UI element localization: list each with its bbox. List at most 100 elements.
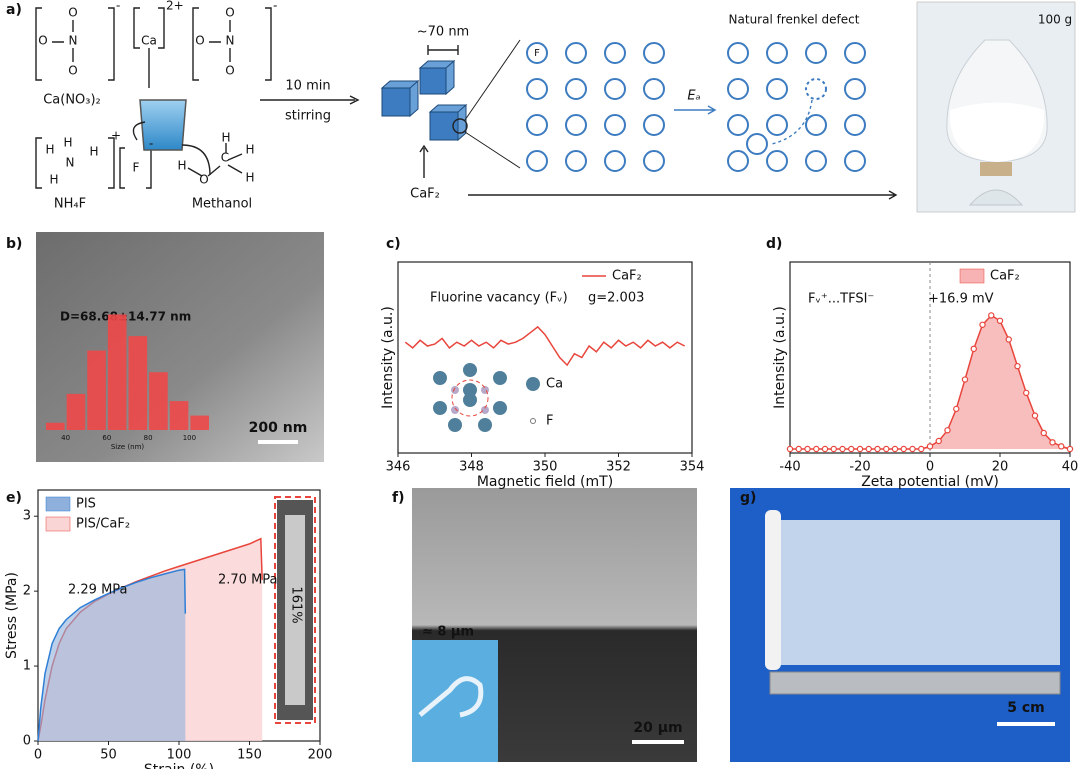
x-tick-label: 354 — [680, 460, 705, 475]
charge: 2+ — [166, 0, 184, 13]
annotation: Fluorine vacancy (Fᵥ) — [430, 291, 568, 306]
product-photo — [916, 1, 1076, 213]
point — [839, 445, 846, 453]
panel-label: a) — [6, 2, 22, 18]
compound-name: Ca(NO₃)₂ — [43, 93, 101, 108]
histogram-bar — [190, 415, 209, 430]
histogram-bar — [149, 372, 168, 430]
point — [970, 345, 977, 353]
y-tick-label: 1 — [23, 659, 31, 674]
point — [874, 445, 881, 453]
film-photo — [412, 640, 498, 762]
charge: - — [116, 0, 120, 13]
x-tick-label: 350 — [533, 460, 558, 475]
legend-swatch — [45, 496, 71, 512]
point — [944, 427, 951, 434]
atom: O — [225, 64, 234, 78]
point — [1058, 443, 1065, 450]
point — [953, 405, 960, 413]
panel-label: e) — [6, 490, 22, 506]
point — [795, 445, 802, 453]
mass-label: 100 g — [1038, 13, 1072, 27]
legend-f — [530, 418, 536, 424]
ca-atom — [493, 371, 507, 385]
point — [1005, 336, 1012, 343]
lattice-site — [766, 78, 788, 100]
point — [813, 445, 820, 453]
x-tick-label: 346 — [386, 460, 411, 475]
x-axis-label: Size (nm) — [111, 443, 145, 451]
lattice-site — [844, 42, 866, 64]
f-atom — [451, 386, 459, 394]
lattice-site — [604, 42, 626, 64]
lattice-site — [805, 114, 827, 136]
scale-label: 20 μm — [633, 720, 682, 736]
point — [979, 321, 986, 328]
ca-atom — [463, 383, 477, 397]
vacancy-site — [805, 78, 827, 100]
panel-label: c) — [386, 236, 401, 252]
x-tick-label: 50 — [100, 748, 117, 763]
legend-ca — [526, 377, 540, 391]
legend-label: CaF₂ — [990, 269, 1020, 284]
panel-label: b) — [6, 236, 22, 252]
point — [891, 445, 899, 453]
product-label: CaF₂ — [410, 187, 440, 202]
compound-name: NH₄F — [54, 197, 86, 212]
lattice-site — [604, 114, 626, 136]
energy-label: Eₐ — [687, 89, 700, 104]
ca-atom — [433, 401, 447, 415]
size-label: ~70 nm — [417, 25, 469, 40]
atom: O — [225, 6, 234, 20]
x-tick-label: 348 — [459, 460, 484, 475]
annotation: 2.70 MPa — [218, 573, 278, 588]
sample-inset — [274, 496, 316, 724]
atom: C — [221, 151, 229, 165]
legend-label: PIS — [76, 497, 96, 512]
point — [1014, 362, 1021, 370]
atom: O — [68, 6, 77, 20]
histogram-bar — [66, 393, 86, 430]
atom: O — [38, 34, 47, 48]
ca-atom — [493, 401, 507, 415]
lattice-site — [526, 114, 548, 136]
atom: O — [195, 34, 204, 48]
annotation: +16.9 mV — [928, 292, 994, 307]
x-axis-label: Magnetic field (mT) — [477, 474, 613, 490]
histogram-bar — [169, 401, 189, 430]
lattice-site — [844, 78, 866, 100]
highlight — [451, 379, 489, 417]
lattice-site — [844, 114, 866, 136]
point — [909, 445, 916, 453]
lattice-site — [727, 150, 749, 172]
histogram-bar — [107, 314, 127, 430]
x-tick-label: 100 — [183, 434, 196, 442]
scale-label: 200 nm — [249, 420, 308, 436]
histogram-bar — [128, 336, 148, 430]
annotation: g=2.003 — [588, 291, 644, 306]
point — [865, 445, 872, 453]
atom: N — [69, 34, 78, 48]
compound-name: Methanol — [192, 197, 252, 212]
point — [900, 445, 907, 453]
atom-legend: F — [546, 414, 553, 429]
scale-bar — [632, 740, 684, 744]
charge: + — [111, 129, 121, 143]
thickness-label: ≈ 8 μm — [422, 625, 474, 640]
x-tick-label: 40 — [1062, 460, 1079, 475]
x-tick-label: -20 — [849, 460, 870, 475]
x-tick-label: 20 — [992, 460, 1009, 475]
point — [1023, 389, 1030, 397]
annotation: Fᵥ⁺...TFSI⁻ — [808, 292, 874, 307]
atom: O — [199, 173, 208, 187]
point — [830, 445, 837, 453]
panel-label: d) — [766, 236, 782, 252]
condition: stirring — [285, 109, 331, 124]
histogram-bar — [46, 422, 65, 430]
point — [848, 445, 855, 453]
point — [821, 445, 829, 453]
panel-label: g) — [740, 490, 756, 506]
atom: H — [245, 143, 254, 157]
lattice-site — [643, 78, 665, 100]
lattice-site — [565, 114, 587, 136]
